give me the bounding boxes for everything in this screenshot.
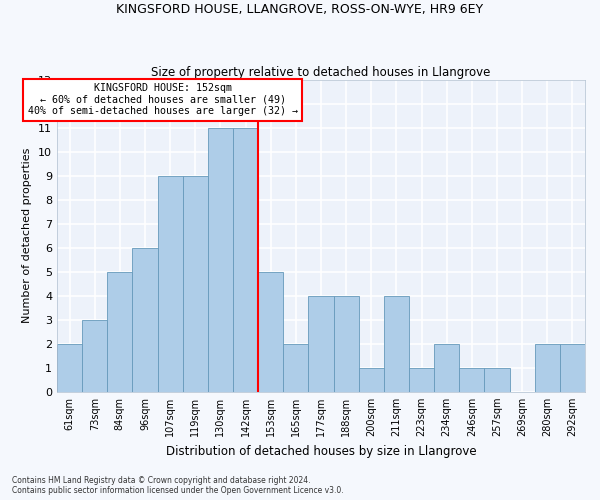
Bar bbox=[334, 296, 359, 392]
Bar bbox=[283, 344, 308, 392]
Bar bbox=[158, 176, 183, 392]
Bar bbox=[208, 128, 233, 392]
Bar bbox=[434, 344, 459, 392]
Bar bbox=[82, 320, 107, 392]
Bar bbox=[308, 296, 334, 392]
Y-axis label: Number of detached properties: Number of detached properties bbox=[22, 148, 32, 324]
Title: Size of property relative to detached houses in Llangrove: Size of property relative to detached ho… bbox=[151, 66, 491, 78]
Text: KINGSFORD HOUSE, LLANGROVE, ROSS-ON-WYE, HR9 6EY: KINGSFORD HOUSE, LLANGROVE, ROSS-ON-WYE,… bbox=[116, 2, 484, 16]
Bar bbox=[359, 368, 384, 392]
Bar bbox=[484, 368, 509, 392]
Text: Contains HM Land Registry data © Crown copyright and database right 2024.
Contai: Contains HM Land Registry data © Crown c… bbox=[12, 476, 344, 495]
X-axis label: Distribution of detached houses by size in Llangrove: Distribution of detached houses by size … bbox=[166, 444, 476, 458]
Text: KINGSFORD HOUSE: 152sqm
← 60% of detached houses are smaller (49)
40% of semi-de: KINGSFORD HOUSE: 152sqm ← 60% of detache… bbox=[28, 84, 298, 116]
Bar bbox=[233, 128, 258, 392]
Bar bbox=[409, 368, 434, 392]
Bar bbox=[384, 296, 409, 392]
Bar bbox=[107, 272, 133, 392]
Bar bbox=[133, 248, 158, 392]
Bar bbox=[183, 176, 208, 392]
Bar bbox=[560, 344, 585, 392]
Bar bbox=[57, 344, 82, 392]
Bar bbox=[459, 368, 484, 392]
Bar bbox=[258, 272, 283, 392]
Bar bbox=[535, 344, 560, 392]
